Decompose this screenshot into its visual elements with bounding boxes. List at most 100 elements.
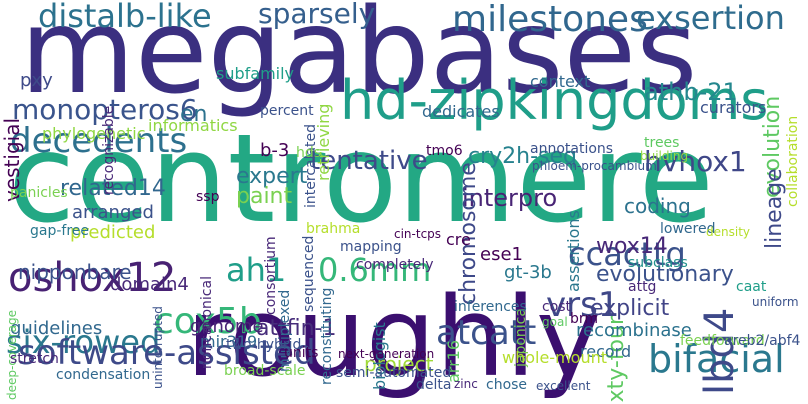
word-trees: trees	[644, 135, 680, 151]
word-cin-tcps: cin-tcps	[394, 227, 442, 241]
word-noncanonical: noncanonical	[199, 276, 215, 369]
word-reconstituting: reconstituting	[319, 287, 335, 385]
word-gap-free: gap-free	[30, 223, 90, 239]
word-expert: expert	[236, 164, 308, 189]
word-annotations: annotations	[530, 141, 614, 157]
word-collaboration: collaboration	[785, 115, 801, 207]
word-broad-scale: broad-scale	[224, 363, 306, 379]
word-explicit: explicit	[590, 296, 670, 321]
word-condensation: condensation	[56, 367, 151, 383]
word-brm: brm	[570, 311, 599, 327]
word-coding: coding	[624, 194, 691, 218]
word-ese1: ese1	[480, 244, 523, 265]
word-panicles: panicles	[10, 185, 68, 201]
word-percent: percent	[260, 103, 314, 119]
word-semi-automated: semi-automated	[336, 365, 452, 381]
word-lbd4: lbd4	[697, 307, 743, 395]
word-distalb-like: distalb-like	[38, 0, 212, 35]
word-excellent: excellent	[536, 379, 591, 393]
word-context: context	[530, 72, 591, 91]
word-retrieving: retrieving	[314, 103, 333, 181]
word-phloem-procambium: phloem-procambium	[532, 159, 657, 173]
word-chose: chose	[486, 377, 528, 393]
word-exsertion: exsertion	[636, 0, 785, 37]
word-consortium: consortium	[263, 236, 279, 315]
word-whole-mount: whole-mount	[502, 348, 608, 367]
word-cre: cre	[446, 230, 471, 249]
word-oshox12: oshox12	[8, 255, 177, 301]
word-nipponbare: nipponbare	[18, 260, 132, 284]
word-hds: hds	[296, 145, 322, 161]
word-completely: completely	[356, 257, 434, 273]
word-zinc: zinc	[454, 377, 478, 391]
word-wox14: wox14	[596, 234, 668, 259]
word-gt-3b: gt-3b	[504, 262, 552, 283]
word-predicted: predicted	[70, 222, 156, 243]
word-paint: paint	[236, 184, 293, 209]
word-attfin-1: attfin-1	[256, 316, 337, 341]
word-pxy: pxy	[20, 70, 53, 91]
word-two-hybrid: two-hybrid	[226, 337, 302, 353]
word-ccacttg: ccacttg	[568, 235, 686, 273]
word-milestones: milestones	[452, 0, 648, 40]
word-cost: cost	[542, 299, 572, 315]
word-tmo6: tmo6	[426, 143, 463, 159]
word-hd-zipkingdoms: hd-zipkingdoms	[340, 69, 769, 132]
word-recombinase: recombinase	[576, 320, 692, 341]
word-cox5b: cox5b	[154, 301, 262, 342]
word-monopteros6: monopteros6	[12, 93, 198, 126]
word-megabases: megabases	[20, 0, 698, 120]
word-informatics: informatics	[148, 116, 238, 135]
word-0-6mm: 0.6mm	[318, 251, 432, 289]
word-recognizable: recognizable	[101, 105, 117, 195]
word-assertions: assertions	[564, 210, 583, 292]
word-ssp: ssp	[196, 189, 220, 205]
word-atcatt: atcatt	[436, 313, 537, 353]
word-units: units	[284, 345, 319, 361]
word-athb-21: athb-21	[644, 78, 738, 106]
word-domain4: domain4	[110, 274, 189, 295]
word-mapping: mapping	[340, 239, 402, 255]
word-caat: caat	[736, 279, 767, 295]
word-next-generation: next-generation	[338, 347, 435, 361]
word-tentative: tentative	[310, 146, 428, 176]
word-cry2h-seq: cry2h-seq	[468, 144, 578, 169]
word-vrs1: vrs1	[546, 285, 620, 325]
word-attg: attg	[628, 279, 657, 295]
word-guidelines: guidelines	[10, 318, 103, 339]
word-sequenced: sequenced	[301, 235, 317, 312]
word-software-assisted: software-assisted	[18, 333, 316, 373]
word-interpro: interpro	[462, 184, 558, 212]
word-inferences: inferences	[454, 299, 527, 315]
word-feedforward: feedforward	[680, 333, 765, 349]
word-evolutionary: evolutionary	[596, 262, 734, 287]
word-areb2-abf4: areb2/abf4	[724, 333, 801, 349]
word-uniform: uniform	[752, 295, 799, 309]
word-hvhox1: hvhox1	[644, 145, 747, 178]
word-six-rowed: six-rowed	[6, 323, 161, 361]
word-lineage: lineage	[762, 168, 787, 249]
word-brahma: brahma	[306, 221, 361, 237]
word-project: project	[364, 352, 434, 376]
word-ah1: ah1	[226, 251, 287, 289]
word-dedicates: dedicates	[422, 102, 500, 121]
word-decedents: decedents	[10, 121, 188, 161]
word-mir319: mir319	[200, 332, 258, 351]
word-lowered: lowered	[660, 221, 716, 237]
word-phylogenetic: phylogenetic	[42, 124, 146, 143]
word-roughly: roughly	[186, 273, 602, 401]
word-density: density	[706, 225, 750, 239]
word-subclass: subclass	[628, 255, 688, 271]
word-subfamily: subfamily	[216, 64, 295, 83]
word-record: record	[580, 342, 632, 361]
word-genome: genome	[190, 316, 264, 337]
word-stretch: stretch	[10, 351, 59, 367]
word-goal: goal	[542, 315, 568, 329]
word-related14: related14	[60, 176, 166, 201]
word-delta: delta	[416, 377, 452, 393]
word-centromere: centromere	[8, 108, 714, 250]
word-arranged: arranged	[72, 202, 154, 223]
word-bifacial: bifacial	[648, 337, 785, 381]
word-uninterrupted: uninterrupted	[151, 306, 165, 389]
